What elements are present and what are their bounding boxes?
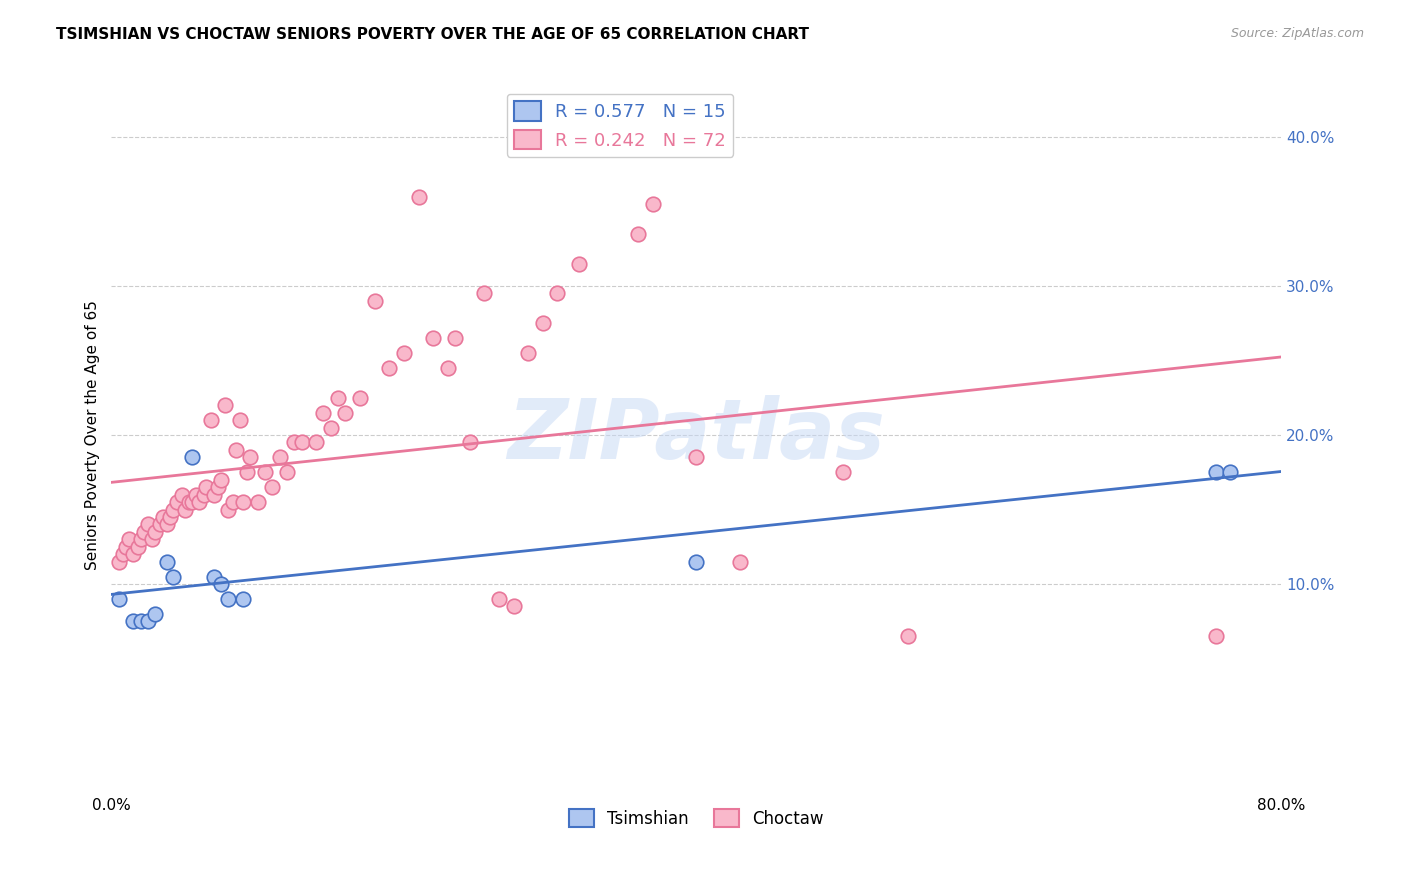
Choctaw <box>262 480 284 494</box>
Choctaw <box>195 480 218 494</box>
Choctaw <box>641 197 664 211</box>
Choctaw <box>186 488 208 502</box>
Choctaw <box>112 547 135 561</box>
Choctaw <box>217 502 239 516</box>
Text: Source: ZipAtlas.com: Source: ZipAtlas.com <box>1230 27 1364 40</box>
Choctaw <box>239 450 262 465</box>
Text: TSIMSHIAN VS CHOCTAW SENIORS POVERTY OVER THE AGE OF 65 CORRELATION CHART: TSIMSHIAN VS CHOCTAW SENIORS POVERTY OVE… <box>56 27 810 42</box>
Tsimshian <box>180 450 202 465</box>
Choctaw <box>156 517 179 532</box>
Choctaw <box>253 465 276 479</box>
Tsimshian <box>202 569 225 583</box>
Choctaw <box>276 465 298 479</box>
Choctaw <box>209 473 232 487</box>
Choctaw <box>207 480 229 494</box>
Choctaw <box>173 502 195 516</box>
Choctaw <box>488 591 510 606</box>
Choctaw <box>546 286 568 301</box>
Choctaw <box>627 227 650 241</box>
Choctaw <box>200 413 222 427</box>
Choctaw <box>141 533 163 547</box>
Choctaw <box>436 361 458 376</box>
Choctaw <box>269 450 291 465</box>
Choctaw <box>118 533 141 547</box>
Choctaw <box>202 488 225 502</box>
Choctaw <box>458 435 481 450</box>
Choctaw <box>193 488 215 502</box>
Tsimshian <box>1219 465 1241 479</box>
Choctaw <box>319 420 342 434</box>
Choctaw <box>236 465 259 479</box>
Choctaw <box>1205 629 1227 643</box>
Choctaw <box>152 510 174 524</box>
Choctaw <box>166 495 188 509</box>
Tsimshian <box>136 615 159 629</box>
Choctaw <box>422 331 444 345</box>
Choctaw <box>122 547 145 561</box>
Tsimshian <box>122 615 145 629</box>
Choctaw <box>349 391 371 405</box>
Legend: Tsimshian, Choctaw: Tsimshian, Choctaw <box>562 803 831 834</box>
Choctaw <box>232 495 254 509</box>
Choctaw <box>531 316 554 330</box>
Choctaw <box>408 189 430 203</box>
Choctaw <box>283 435 305 450</box>
Tsimshian <box>129 615 152 629</box>
Choctaw <box>136 517 159 532</box>
Choctaw <box>305 435 328 450</box>
Choctaw <box>290 435 312 450</box>
Tsimshian <box>209 577 232 591</box>
Choctaw <box>180 495 202 509</box>
Choctaw <box>107 555 129 569</box>
Tsimshian <box>143 607 166 621</box>
Choctaw <box>392 346 415 360</box>
Choctaw <box>214 398 236 412</box>
Text: ZIPatlas: ZIPatlas <box>508 394 886 475</box>
Choctaw <box>143 524 166 539</box>
Choctaw <box>170 488 193 502</box>
Choctaw <box>897 629 920 643</box>
Tsimshian <box>1205 465 1227 479</box>
Choctaw <box>162 502 184 516</box>
Choctaw <box>129 533 152 547</box>
Choctaw <box>188 495 211 509</box>
Tsimshian <box>685 555 707 569</box>
Choctaw <box>502 599 524 614</box>
Choctaw <box>222 495 245 509</box>
Choctaw <box>246 495 269 509</box>
Choctaw <box>363 293 385 308</box>
Tsimshian <box>217 591 239 606</box>
Y-axis label: Seniors Poverty Over the Age of 65: Seniors Poverty Over the Age of 65 <box>86 300 100 570</box>
Choctaw <box>517 346 540 360</box>
Choctaw <box>159 510 181 524</box>
Choctaw <box>132 524 155 539</box>
Choctaw <box>229 413 252 427</box>
Choctaw <box>149 517 172 532</box>
Tsimshian <box>162 569 184 583</box>
Choctaw <box>127 540 149 554</box>
Choctaw <box>831 465 853 479</box>
Choctaw <box>335 406 357 420</box>
Tsimshian <box>107 591 129 606</box>
Choctaw <box>472 286 495 301</box>
Choctaw <box>177 495 200 509</box>
Choctaw <box>312 406 335 420</box>
Choctaw <box>568 257 591 271</box>
Choctaw <box>378 361 401 376</box>
Choctaw <box>115 540 138 554</box>
Choctaw <box>444 331 467 345</box>
Choctaw <box>326 391 349 405</box>
Choctaw <box>685 450 707 465</box>
Tsimshian <box>156 555 179 569</box>
Choctaw <box>225 442 247 457</box>
Choctaw <box>730 555 752 569</box>
Tsimshian <box>232 591 254 606</box>
